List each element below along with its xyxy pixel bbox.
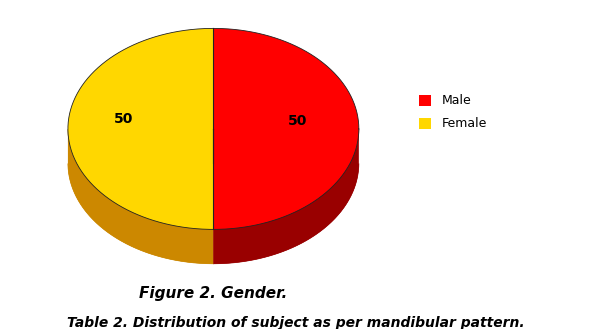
Text: 50: 50: [113, 112, 133, 126]
Polygon shape: [68, 28, 213, 229]
Text: Table 2. Distribution of subject as per mandibular pattern.: Table 2. Distribution of subject as per …: [67, 316, 524, 329]
Polygon shape: [213, 129, 359, 264]
Text: Figure 2. Gender.: Figure 2. Gender.: [139, 286, 287, 301]
Polygon shape: [68, 129, 213, 264]
Polygon shape: [213, 163, 359, 264]
Polygon shape: [213, 28, 359, 229]
Polygon shape: [68, 163, 213, 264]
Legend: Male, Female: Male, Female: [414, 89, 492, 136]
Text: 50: 50: [288, 114, 307, 128]
